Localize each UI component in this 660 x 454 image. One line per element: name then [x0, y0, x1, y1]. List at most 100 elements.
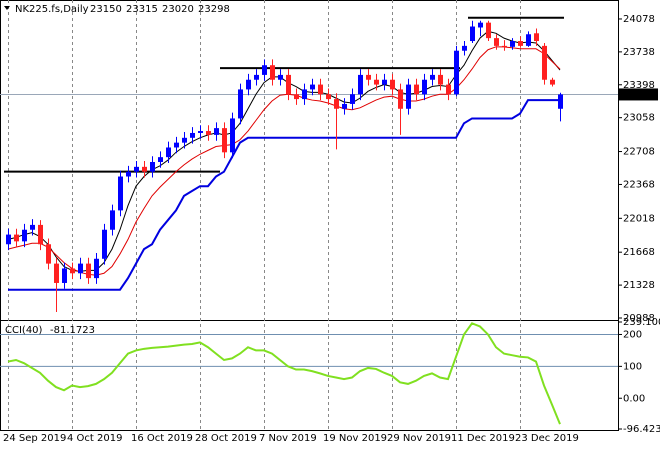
x-tick-label: 28 Oct 2019 [195, 433, 257, 444]
ohlc-value: 23298 [198, 4, 230, 15]
candle-body [470, 26, 475, 42]
candle-body [454, 50, 459, 95]
y-tick-label: 239.1008 [623, 317, 660, 328]
chart-title: NK225.fs,Daily [15, 4, 89, 15]
candle-body [558, 94, 563, 109]
candle-body [518, 41, 523, 46]
indicator-value: -81.1723 [50, 325, 95, 336]
candle-body [134, 166, 139, 172]
price-box [618, 88, 658, 101]
candle-body [78, 263, 83, 274]
y-tick-label: 100 [623, 361, 642, 372]
candle-body [150, 162, 155, 172]
candle-body [46, 244, 51, 264]
header-arrow [4, 6, 10, 10]
candle-body [22, 229, 27, 242]
y-tick-label: 0.00 [623, 393, 645, 404]
y-tick-label: 21668 [623, 247, 655, 258]
candle-body [182, 137, 187, 143]
candle-body [414, 84, 419, 95]
x-tick-label: 11 Dec 2019 [451, 433, 515, 444]
indicator-line [7, 46, 561, 276]
y-tick-label: 23398 [623, 80, 655, 91]
candle-body [302, 89, 307, 100]
x-tick-label: 24 Sep 2019 [3, 433, 66, 444]
y-tick-label: 200 [623, 329, 642, 340]
price-box-label: 23298 [622, 89, 654, 100]
y-tick-label: 23738 [623, 47, 655, 58]
candle-body [94, 258, 99, 279]
candle-body [214, 128, 219, 135]
candle-body [446, 84, 451, 95]
y-tick-label: 22368 [623, 179, 655, 190]
y-tick-label: 22018 [623, 213, 655, 224]
y-tick-label: 24078 [623, 14, 655, 25]
candle-body [422, 79, 427, 95]
candle-body [30, 224, 35, 230]
y-tick-label: 23058 [623, 113, 655, 124]
candle-body [542, 45, 547, 80]
candle-body [342, 103, 347, 109]
indicator-line [8, 99, 560, 291]
y-tick-label: 21328 [623, 280, 655, 291]
candle-body [14, 234, 19, 242]
candle-body [54, 263, 59, 283]
candle-body [62, 268, 67, 283]
candle-body [438, 74, 443, 85]
candle-body [534, 33, 539, 42]
candle-body [398, 89, 403, 109]
candle-body [102, 229, 107, 259]
candle-body [462, 45, 467, 51]
candle-body [510, 41, 515, 47]
candle-body [286, 74, 291, 95]
candle-body [70, 268, 75, 274]
candle-body [206, 131, 211, 135]
candle-body [382, 79, 387, 85]
candle-body [294, 94, 299, 100]
candle-body [494, 38, 499, 46]
candle-body [526, 34, 531, 46]
candle-body [110, 210, 115, 230]
ohlc-value: 23315 [126, 4, 158, 15]
candle-body [350, 94, 355, 104]
candle-body [166, 147, 171, 158]
candle-body [326, 94, 331, 100]
candle-body [254, 74, 259, 80]
y-tick-label: -96.4234 [623, 424, 660, 435]
candle-body [390, 79, 395, 90]
candle-body [334, 99, 339, 109]
candle-body [318, 84, 323, 95]
indicator-title: CCI(40) [5, 325, 43, 336]
y-tick-label: 20988 [623, 313, 655, 324]
ohlc-value: 23020 [162, 4, 194, 15]
candle-body [366, 74, 371, 80]
candle-body [358, 74, 363, 95]
candle-body [550, 79, 555, 85]
x-tick-label: 23 Dec 2019 [515, 433, 579, 444]
cci-line [7, 322, 561, 425]
candle-body [126, 171, 131, 177]
candle-body [278, 74, 283, 80]
candle-body [142, 166, 147, 172]
ohlc-value: 23150 [90, 4, 122, 15]
candle-body [502, 45, 507, 47]
candle-body [230, 118, 235, 153]
x-tick-label: 29 Nov 2019 [387, 433, 451, 444]
y-tick-label: 22708 [623, 147, 655, 158]
candle-body [238, 89, 243, 119]
candle-body [270, 65, 275, 80]
candle-body [262, 65, 267, 75]
candle-body [118, 176, 123, 211]
candle-body [198, 131, 203, 133]
candle-body [310, 84, 315, 90]
indicator-line [7, 30, 561, 272]
plot-frame [0, 0, 619, 431]
x-tick-label: 7 Nov 2019 [259, 433, 317, 444]
candle-body [406, 84, 411, 109]
candle-body [38, 224, 43, 245]
candle-body [190, 132, 195, 138]
candle-body [174, 142, 179, 148]
candle-body [6, 234, 11, 245]
candle-body [374, 79, 379, 85]
